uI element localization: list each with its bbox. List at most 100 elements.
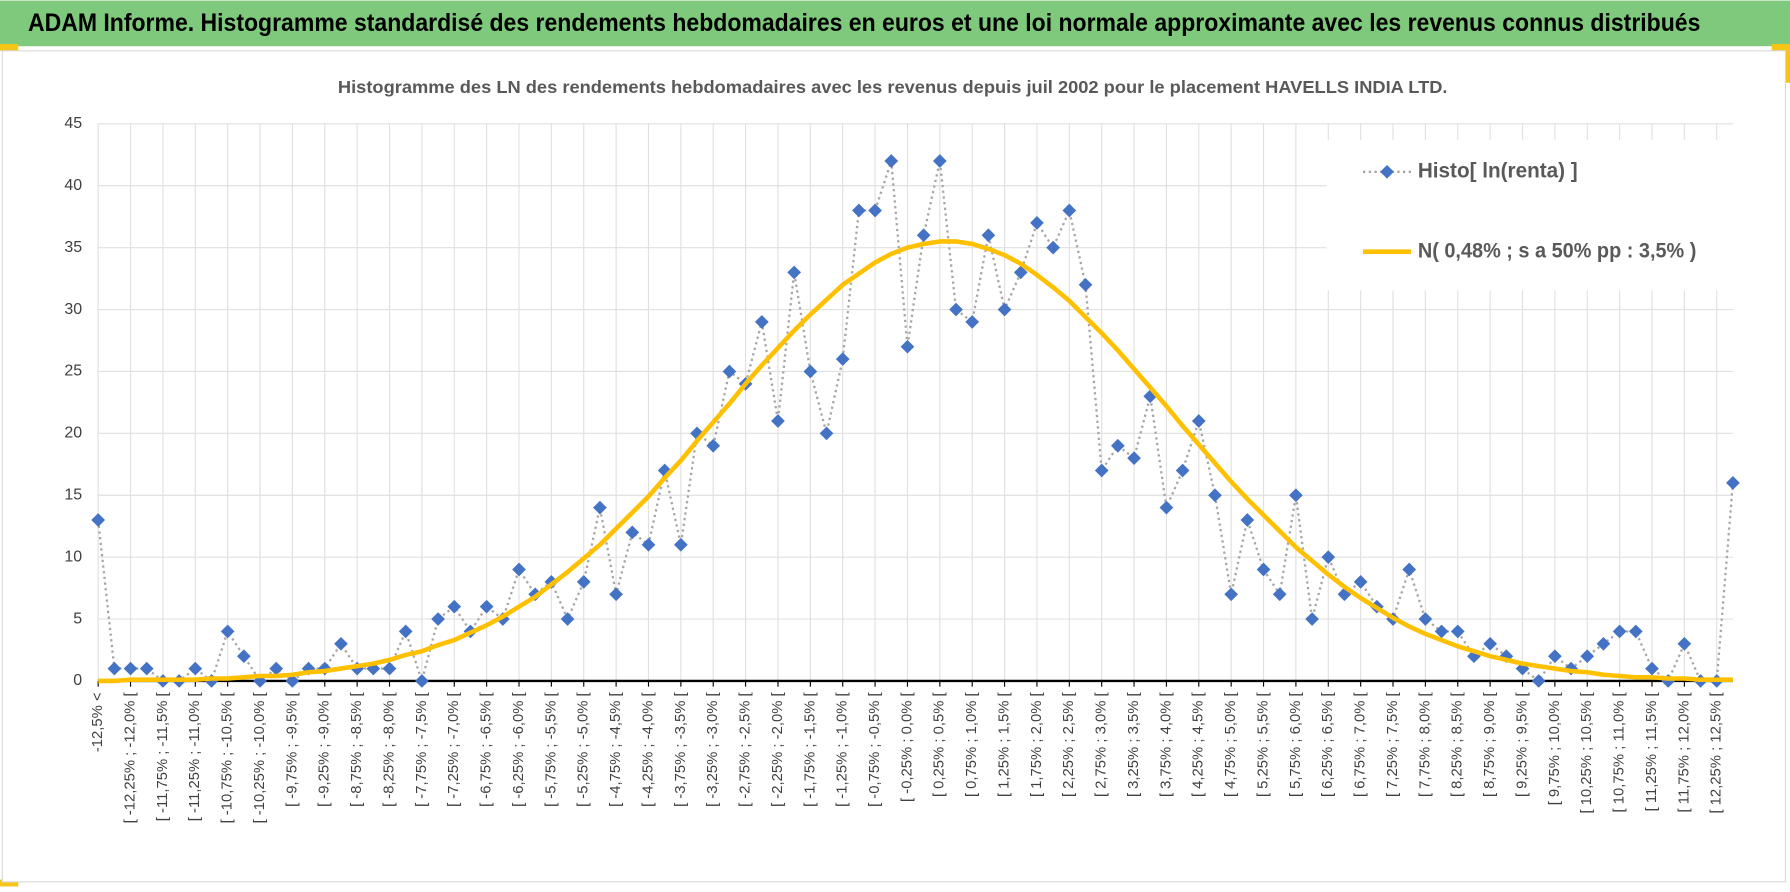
data-point [771, 414, 785, 428]
x-tick-label: [ -1,75% ; -1,5% [ [802, 692, 818, 807]
data-point [625, 525, 640, 540]
data-point [1677, 636, 1692, 651]
data-point [1402, 562, 1417, 577]
x-tick-label: [ 0,75% ; 1,0% [ [964, 692, 980, 797]
data-point [236, 649, 251, 664]
x-tick-label: [ -1,25% ; -1,0% [ [835, 692, 851, 807]
x-tick-label: [ 1,75% ; 2,0% [ [1029, 692, 1045, 797]
x-tick-label: [ 5,75% ; 6,0% [ [1288, 692, 1304, 797]
x-tick-label: [ -5,75% ; -5,5% [ [543, 692, 559, 807]
x-tick-label: [ -0,75% ; -0,5% [ [867, 692, 883, 807]
x-tick-label: [ -12,25% ; -12,0% [ [122, 692, 138, 823]
data-point [431, 612, 445, 626]
data-point [674, 537, 688, 552]
data-point [754, 315, 769, 329]
data-point [1159, 500, 1174, 515]
x-tick-label: [ -6,75% ; -6,5% [ [479, 692, 495, 807]
x-tick-label: [ 11,25% ; 11,5% [ [1644, 692, 1660, 811]
data-point [1596, 636, 1611, 651]
data-point [722, 364, 737, 379]
data-point [398, 624, 413, 639]
data-point [1240, 513, 1255, 527]
x-tick-label: [ -9,25% ; -9,0% [ [317, 692, 333, 807]
data-point [932, 154, 947, 168]
x-tick-label: [ -0,25% ; 0,0% [ [899, 692, 915, 802]
data-point [415, 674, 429, 688]
x-tick-label: [ 8,25% ; 8,5% [ [1450, 692, 1466, 797]
y-tick-label: 10 [64, 548, 82, 565]
x-tick-label: [ -11,25% ; -11,0% [ [187, 692, 203, 821]
data-point [560, 612, 575, 626]
data-point [1483, 636, 1497, 651]
x-tick-label: [ 6,25% ; 6,5% [ [1320, 692, 1336, 797]
x-tick-label: [ -3,75% ; -3,5% [ [673, 692, 689, 807]
data-point [803, 364, 818, 379]
data-point [1321, 550, 1336, 565]
x-tick-label: [ 2,25% ; 2,5% [ [1061, 692, 1077, 797]
x-tick-label: [ 10,25% ; 10,5% [ [1579, 692, 1595, 813]
data-point [1418, 612, 1433, 626]
x-tick-label: [ 8,75% ; 9,0% [ [1482, 692, 1498, 797]
x-tick-label: [ -5,25% ; -5,0% [ [576, 692, 592, 807]
x-tick-label: [ 6,75% ; 7,0% [ [1353, 692, 1369, 797]
data-point [479, 599, 494, 614]
data-point [981, 228, 996, 243]
x-tick-label: [ -8,75% ; -8,5% [ [349, 692, 365, 807]
x-tick-label: [ -4,75% ; -4,5% [ [608, 692, 624, 807]
data-point [139, 661, 154, 676]
data-point [1062, 203, 1077, 218]
data-point [916, 228, 931, 243]
y-tick-label: 15 [64, 486, 82, 503]
corner-accent [0, 43, 19, 51]
chart-title: Histogramme des LN des rendements hebdom… [338, 78, 1448, 97]
x-tick-label: [ -3,25% ; -3,0% [ [705, 692, 721, 807]
data-point [1256, 562, 1271, 577]
data-point [334, 636, 348, 651]
x-tick-label: [ -4,25% ; -4,0% [ [640, 692, 656, 807]
x-tick-label: [ 9,75% ; 10,0% [ [1547, 692, 1563, 805]
legend-box [1326, 139, 1733, 291]
y-tick-label: 5 [73, 610, 82, 627]
x-tick-label: [ -8,25% ; -8,0% [ [381, 692, 397, 807]
data-point [382, 661, 397, 676]
data-point [1094, 463, 1109, 478]
data-point [868, 203, 882, 218]
data-point [1030, 216, 1044, 230]
x-tick-label: [ 2,75% ; 3,0% [ [1094, 692, 1110, 797]
x-tick-label: [ 0,25% ; 0,5% [ [932, 692, 948, 797]
data-point [1645, 661, 1659, 676]
x-tick-label: [ 1,25% ; 1,5% [ [996, 692, 1012, 797]
x-tick-label: [ -6,25% ; -6,0% [ [511, 692, 527, 807]
data-point [1612, 624, 1627, 639]
x-tick-label: [ -10,75% ; -10,5% [ [220, 692, 236, 823]
x-tick-label: [ -7,75% ; -7,5% [ [414, 692, 430, 807]
y-tick-label: 20 [64, 425, 82, 442]
x-tick-label: [ 9,25% ; 9,5% [ [1514, 692, 1530, 797]
y-tick-label: 35 [64, 239, 82, 256]
y-tick-label: 40 [64, 177, 82, 194]
data-point [91, 513, 106, 527]
y-tick-label: 30 [64, 301, 82, 318]
data-point [285, 674, 300, 688]
legend-label: N( 0,48% ; s a 50% pp : 3,5% ) [1418, 237, 1697, 262]
data-point [835, 352, 850, 366]
x-tick-label: [ -11,75% ; -11,5% [ [155, 692, 171, 821]
data-point [1531, 674, 1546, 688]
data-point [949, 302, 963, 317]
x-tick-label: [ 5,25% ; 5,5% [ [1255, 692, 1271, 797]
y-tick-label: 45 [64, 115, 82, 132]
header-band [0, 0, 1790, 47]
data-point [447, 599, 462, 614]
data-point [900, 339, 915, 354]
x-tick-label: [ 4,25% ; 4,5% [ [1191, 692, 1207, 797]
x-tick-label: [ -10,25% ; -10,0% [ [252, 692, 268, 823]
data-point [107, 661, 122, 676]
y-tick-label: 0 [73, 672, 82, 689]
data-point [965, 315, 980, 329]
data-point [269, 661, 284, 676]
data-point [1272, 587, 1287, 602]
x-tick-label: [ 10,75% ; 11,0% [ [1612, 692, 1628, 812]
page-title: ADAM Informe. Histogramme standardisé de… [28, 9, 1700, 37]
data-point [512, 562, 526, 577]
